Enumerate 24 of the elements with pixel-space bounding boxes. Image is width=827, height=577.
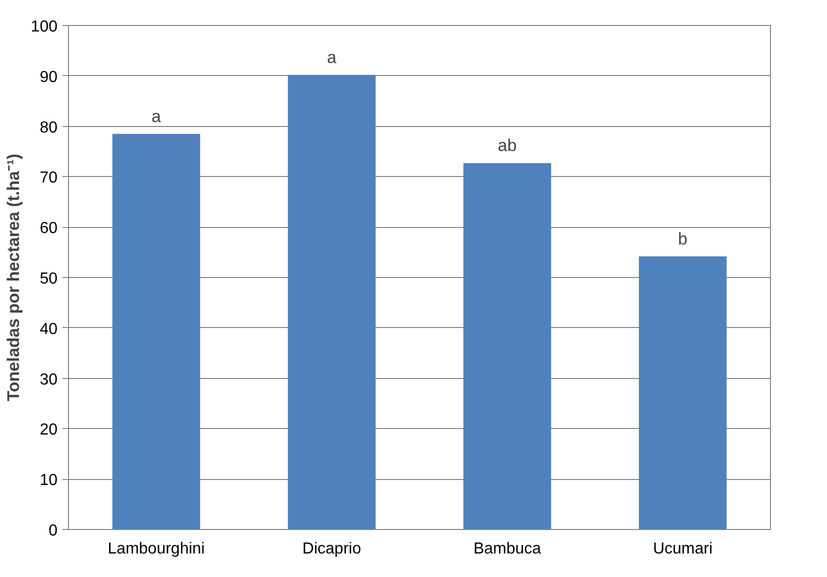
- x-tick-label: Ucumari: [652, 540, 713, 558]
- y-tick-label: 100: [30, 18, 58, 36]
- x-tick-label: Lambourghini: [108, 540, 205, 558]
- bar: [288, 74, 376, 530]
- y-tick-label: 60: [40, 220, 58, 238]
- y-tick-label: 40: [40, 320, 58, 338]
- y-tick-label: 30: [40, 371, 58, 388]
- annotation: a: [152, 106, 162, 126]
- x-tick-label: Dicaprio: [302, 540, 362, 558]
- annotation: a: [327, 48, 338, 67]
- y-tick-label: 20: [40, 422, 58, 439]
- y-axis-title: Toneladas por hectarea (t.ha⁻¹): [4, 154, 23, 402]
- y-tick-label: 50: [40, 270, 58, 288]
- y-tick-label: 90: [40, 68, 58, 86]
- y-tick-label: 0: [48, 522, 58, 540]
- y-tick-label: 80: [40, 119, 58, 136]
- y-tick-label: 10: [40, 472, 58, 490]
- bar: [638, 256, 727, 530]
- annotation: ab: [498, 136, 517, 156]
- bar: [463, 163, 552, 530]
- bar: [112, 134, 200, 530]
- x-tick-label: Bambuca: [473, 540, 542, 558]
- y-tick-label: 70: [40, 170, 58, 187]
- annotation: b: [678, 229, 688, 248]
